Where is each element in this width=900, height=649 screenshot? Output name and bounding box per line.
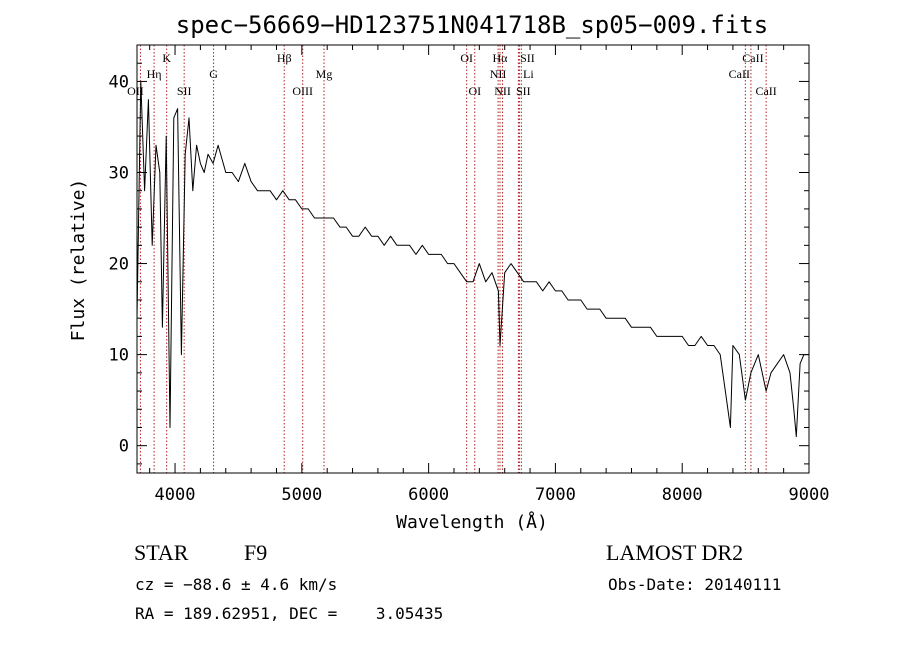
spectral-marker-label: OI bbox=[460, 51, 473, 65]
spectral-marker-label: Hβ bbox=[277, 51, 292, 65]
spectral-marker-label: CaII bbox=[755, 84, 776, 98]
spectral-marker-label: SII bbox=[516, 84, 531, 98]
spectral-marker-label: SII bbox=[177, 84, 192, 98]
y-tick-label: 0 bbox=[119, 437, 129, 457]
x-axis: 4000 5000 6000 7000 8000 9000 bbox=[149, 45, 830, 505]
y-axis: 0 10 20 30 40 bbox=[109, 62, 809, 465]
y-tick-label: 10 bbox=[109, 346, 129, 366]
spectrum-line bbox=[136, 80, 809, 438]
chart-title: spec−56669−HD123751N041718B_sp05−009.fit… bbox=[176, 11, 768, 39]
spectral-marker-label: G bbox=[209, 67, 218, 81]
spectral-marker-label: NII bbox=[490, 67, 507, 81]
x-tick-label: 7000 bbox=[535, 485, 576, 505]
y-axis-label: Flux (relative) bbox=[68, 179, 89, 342]
x-tick-label: 4000 bbox=[155, 485, 196, 505]
spectral-marker-label: CaII bbox=[729, 67, 750, 81]
spectral-marker-lines bbox=[139, 45, 767, 473]
y-tick-label: 20 bbox=[109, 255, 129, 275]
spectral-marker-label: SII bbox=[520, 51, 535, 65]
x-tick-label: 6000 bbox=[408, 485, 449, 505]
spectral-marker-label: Hη bbox=[147, 67, 162, 81]
y-tick-label: 40 bbox=[109, 72, 129, 92]
spectral-marker-label: NII bbox=[494, 84, 511, 98]
sky-coordinates: RA = 189.62951, DEC = 3.05435 bbox=[135, 604, 444, 623]
survey-name: LAMOST DR2 bbox=[606, 540, 744, 565]
x-axis-label: Wavelength (Å) bbox=[396, 511, 548, 533]
spectral-marker-label: Mg bbox=[316, 67, 333, 81]
x-tick-label: 8000 bbox=[662, 485, 703, 505]
object-class: STAR bbox=[134, 540, 189, 565]
x-tick-label: 5000 bbox=[281, 485, 322, 505]
object-subclass: F9 bbox=[244, 540, 268, 565]
spectral-marker-label: K bbox=[162, 51, 171, 65]
spectral-marker-label: OIII bbox=[292, 84, 313, 98]
redshift-velocity: cz = −88.6 ± 4.6 km/s bbox=[135, 575, 338, 594]
spectral-marker-label: CaII bbox=[742, 51, 763, 65]
spectral-marker-label: OII bbox=[127, 84, 144, 98]
plot-frame bbox=[136, 44, 810, 474]
spectral-marker-label: OI bbox=[468, 84, 481, 98]
observation-date: Obs-Date: 20140111 bbox=[608, 575, 782, 594]
spectral-marker-label: Li bbox=[523, 67, 534, 81]
spectral-marker-label: Hα bbox=[493, 51, 509, 65]
x-tick-label: 9000 bbox=[789, 485, 830, 505]
y-tick-label: 30 bbox=[109, 163, 129, 183]
